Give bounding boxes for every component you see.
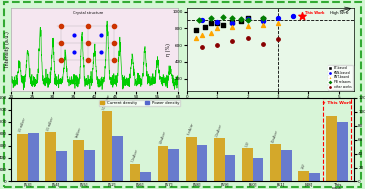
Bar — [214, 139, 225, 181]
Legend: Current density, Power density: Current density, Power density — [99, 100, 180, 106]
Text: 6 mA/cm²: 6 mA/cm² — [187, 123, 195, 136]
other works — [214, 44, 220, 47]
Bar — [337, 122, 348, 181]
Bar — [56, 152, 67, 181]
PB relaxors — [260, 16, 266, 19]
PB relaxors — [196, 19, 202, 22]
Bar — [73, 140, 84, 181]
Title: Crystal structure: Crystal structure — [73, 11, 103, 15]
BNT-based — [260, 24, 266, 27]
BNT-based — [208, 31, 214, 34]
Bar — [281, 150, 292, 181]
Bar — [298, 171, 309, 181]
BNT-based — [214, 26, 220, 29]
Bar — [84, 150, 95, 181]
BT-based — [208, 22, 214, 25]
KNN-based — [245, 18, 250, 21]
Bar — [130, 163, 140, 181]
Bar — [140, 172, 151, 181]
Text: 2.1mA/cm²: 2.1mA/cm² — [215, 123, 224, 138]
PB relaxors — [220, 15, 226, 18]
KNN-based — [260, 19, 266, 22]
Bar — [197, 145, 207, 181]
Bar — [28, 133, 39, 181]
Bar — [326, 116, 337, 181]
Bar — [309, 173, 320, 181]
X-axis label: 2θ (degree): 2θ (degree) — [80, 101, 109, 106]
Bar — [242, 148, 253, 181]
Bar — [158, 146, 168, 181]
BT-based — [239, 19, 245, 22]
Text: 2.6V: 2.6V — [301, 163, 307, 170]
BT-based — [193, 29, 199, 32]
KNN-based — [290, 14, 296, 17]
Bar — [101, 111, 112, 181]
Y-axis label: η (%): η (%) — [166, 43, 171, 56]
BT-based — [245, 16, 250, 19]
BT-based — [220, 24, 226, 27]
other works — [275, 38, 281, 41]
PB relaxors — [208, 16, 214, 19]
BNT-based — [245, 24, 250, 27]
Legend: BT-based, KNN-based, BNT-based, PB relaxors, other works: BT-based, KNN-based, BNT-based, PB relax… — [328, 65, 353, 90]
Text: 4.5 mA/cm²: 4.5 mA/cm² — [18, 118, 27, 133]
Text: High $W_{rec}$: High $W_{rec}$ — [329, 9, 351, 17]
Bar — [225, 155, 235, 181]
Bar — [17, 134, 28, 181]
Text: 3mA/cm²: 3mA/cm² — [75, 126, 82, 139]
other works — [199, 45, 205, 48]
BT-based — [214, 21, 220, 24]
Bar — [253, 158, 264, 181]
Text: Tungsten bronze ceramics: Tungsten bronze ceramics — [64, 102, 125, 106]
other works — [260, 42, 266, 45]
Bar — [270, 144, 281, 181]
Text: 4.8mA/cm²: 4.8mA/cm² — [159, 130, 168, 145]
Bar — [168, 149, 179, 181]
PB relaxors — [245, 19, 250, 22]
BNT-based — [230, 25, 235, 28]
Text: 4.5mA/cm²: 4.5mA/cm² — [271, 129, 280, 143]
Text: ★ This Work: ★ This Work — [322, 101, 352, 105]
other works — [230, 40, 235, 43]
PB relaxors — [230, 17, 235, 20]
BNT-based — [275, 22, 281, 25]
X-axis label: $W_{rec}$ (J/cm³): $W_{rec}$ (J/cm³) — [255, 101, 285, 110]
Text: 4.5 mA/cm²: 4.5 mA/cm² — [46, 116, 55, 132]
KNN-based — [199, 19, 205, 22]
BT-based — [202, 25, 208, 28]
Text: 10.7 mA/cm²: 10.7 mA/cm² — [102, 93, 112, 110]
Bar — [112, 136, 123, 181]
Text: This Work: This Work — [306, 11, 325, 15]
KNN-based — [214, 20, 220, 23]
KNN-based — [275, 17, 281, 20]
Bar — [45, 132, 56, 181]
other works — [245, 37, 250, 40]
Bar — [186, 137, 197, 181]
KNN-based — [230, 21, 235, 24]
BT-based — [230, 20, 235, 23]
Point — [299, 14, 305, 17]
BNT-based — [199, 34, 205, 37]
Text: 1.1mA/cm²: 1.1mA/cm² — [131, 148, 139, 163]
PB relaxors — [239, 18, 245, 21]
BNT-based — [193, 37, 199, 40]
Text: 1.3V: 1.3V — [245, 140, 250, 147]
BT-based — [260, 18, 266, 21]
Y-axis label: Intensity (a.u.): Intensity (a.u.) — [4, 31, 9, 67]
